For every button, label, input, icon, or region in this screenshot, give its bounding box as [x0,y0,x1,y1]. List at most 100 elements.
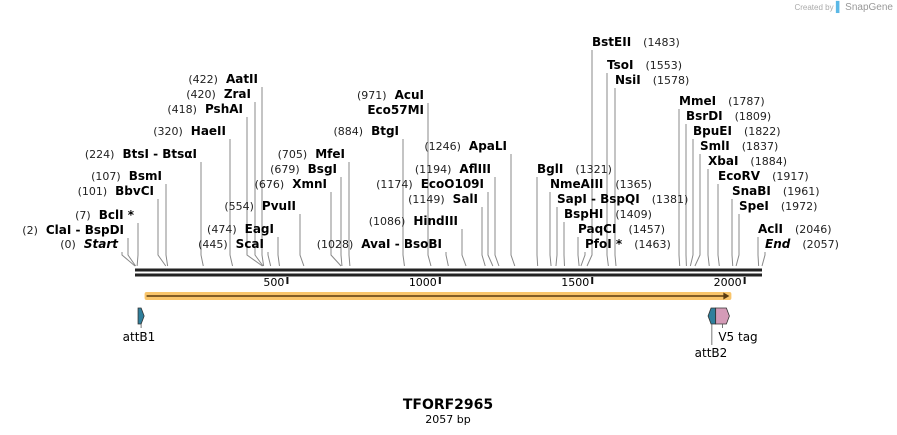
restriction-site[interactable]: BclI * (7) [75,208,135,222]
site-name[interactable]: AatII [226,72,258,86]
site-name[interactable]: PaqCI [578,222,616,236]
site-name[interactable]: NmeAIII [550,177,603,191]
credit-prefix: Created by [794,3,834,12]
site-name[interactable]: PshAI [205,102,243,116]
restriction-site[interactable]: AflIII (1194) [415,162,491,176]
restriction-site[interactable]: PshAI (418) [167,102,243,116]
site-name[interactable]: ClaI - BspDI [46,223,124,237]
site-name[interactable]: BpuEI [693,124,732,138]
site-name[interactable]: PvuII [262,199,296,213]
restriction-site[interactable]: BpuEI (1822) [693,124,781,138]
site-name[interactable]: SmlI [700,139,730,153]
site-name[interactable]: ApaLI [469,139,507,153]
restriction-site[interactable]: PfoI * (1463) [585,237,671,251]
site-name-secondary[interactable]: Eco57MI [367,103,424,117]
restriction-site[interactable]: BsrDI (1809) [686,109,771,123]
site-name[interactable]: Start [84,237,119,251]
restriction-site[interactable]: TsoI (1553) [607,58,682,72]
site-name[interactable]: BbvCI [115,184,154,198]
site-position: (320) [153,125,183,138]
length-label: 2057 bp [425,413,470,426]
site-name[interactable]: EcoO109I [421,177,484,191]
restriction-site[interactable]: BbvCI (101) [78,184,154,198]
site-leader-line [510,154,516,267]
restriction-site[interactable]: BspHI (1409) [564,207,652,221]
restriction-site[interactable]: AclI (2046) [758,222,832,236]
site-name[interactable]: NsiI [615,73,641,87]
site-name[interactable]: ZraI [224,87,251,101]
site-name[interactable]: AflIII [459,162,491,176]
restriction-site[interactable]: SnaBI (1961) [732,184,819,198]
restriction-site[interactable]: HaeII (320) [153,124,226,138]
site-name[interactable]: SnaBI [732,184,771,198]
attb1-feature[interactable] [137,307,145,325]
site-name[interactable]: AclI [758,222,783,236]
restriction-site[interactable]: AvaI - BsoBI (1028) [317,237,442,251]
restriction-site[interactable]: MmeI (1787) [679,94,765,108]
site-name[interactable]: AvaI - BsoBI [361,237,442,251]
site-name[interactable]: XbaI [708,154,738,168]
restriction-site[interactable]: BtgI (884) [333,124,399,138]
site-name[interactable]: EcoRV [718,169,761,183]
site-name[interactable]: End [765,237,791,251]
restriction-site[interactable]: NsiI (1578) [615,73,689,87]
site-name[interactable]: SalI [453,192,478,206]
restriction-site[interactable]: SpeI (1972) [739,199,817,213]
site-name[interactable]: BglI [537,162,563,176]
site-name[interactable]: BsmI [129,169,162,183]
site-leader-line [586,50,593,267]
restriction-site[interactable]: EcoRV (1917) [718,169,809,183]
restriction-site[interactable]: NmeAIII (1365) [550,177,652,191]
site-name[interactable]: TsoI [607,58,633,72]
v5-tag-feature[interactable] [715,307,730,325]
site-leader-line [717,184,720,267]
restriction-site[interactable]: ScaI (445) [198,237,264,251]
restriction-site[interactable]: PaqCI (1457) [578,222,665,236]
restriction-site[interactable]: SapI - BspQI (1381) [557,192,688,206]
restriction-site[interactable]: ClaI - BspDI (2) [22,223,124,237]
site-name[interactable]: SpeI [739,199,769,213]
site-name[interactable]: AcuI [395,88,424,102]
site-name[interactable]: BtsI - BtsαI [122,147,197,161]
site-name[interactable]: BtgI [371,124,399,138]
restriction-site[interactable]: ZraI (420) [186,87,251,101]
site-position: (2057) [802,238,839,251]
site-name[interactable]: HindIII [413,214,458,228]
restriction-site[interactable]: End (2057) [765,237,839,251]
restriction-site[interactable]: EagI (474) [207,222,274,236]
restriction-site[interactable]: BsmI (107) [91,169,162,183]
site-name[interactable]: BsgI [308,162,337,176]
site-name[interactable]: SapI - BspQI [557,192,640,206]
site-name[interactable]: BclI * [99,208,135,222]
restriction-site[interactable]: BstEII (1483) [592,35,680,49]
restriction-site[interactable]: SmlI (1837) [700,139,778,153]
restriction-site[interactable]: Start (0) [60,237,119,251]
site-name[interactable]: BsrDI [686,109,723,123]
site-name[interactable]: PfoI * [585,237,623,251]
attb2-feature[interactable] [707,307,717,325]
backbone-top [135,268,762,272]
restriction-site[interactable]: BtsI - BtsαI (224) [85,147,197,161]
restriction-site[interactable]: XmnI (676) [255,177,327,191]
site-name[interactable]: BstEII [592,35,631,49]
site-name[interactable]: MmeI [679,94,716,108]
restriction-site[interactable]: XbaI (1884) [708,154,787,168]
restriction-site[interactable]: MfeI (705) [278,147,345,161]
site-position: (474) [207,223,237,236]
restriction-site[interactable]: BsgI (679) [270,162,337,176]
restriction-site[interactable]: AatII (422) [188,72,258,86]
restriction-site[interactable]: HindIII (1086) [369,214,458,228]
restriction-site[interactable]: BglI (1321) [537,162,612,176]
restriction-site[interactable]: EcoO109I (1174) [376,177,484,191]
site-name[interactable]: MfeI [315,147,345,161]
restriction-site[interactable]: ApaLI (1246) [424,139,507,153]
site-name[interactable]: EagI [245,222,274,236]
site-name[interactable]: XmnI [292,177,327,191]
site-name[interactable]: HaeII [191,124,226,138]
site-name[interactable]: BspHI [564,207,603,221]
site-name[interactable]: ScaI [236,237,264,251]
restriction-site[interactable]: PvuII (554) [224,199,296,213]
restriction-site[interactable]: SalI (1149) [408,192,478,206]
features: attB1 attB2 V5 tag [123,292,758,360]
